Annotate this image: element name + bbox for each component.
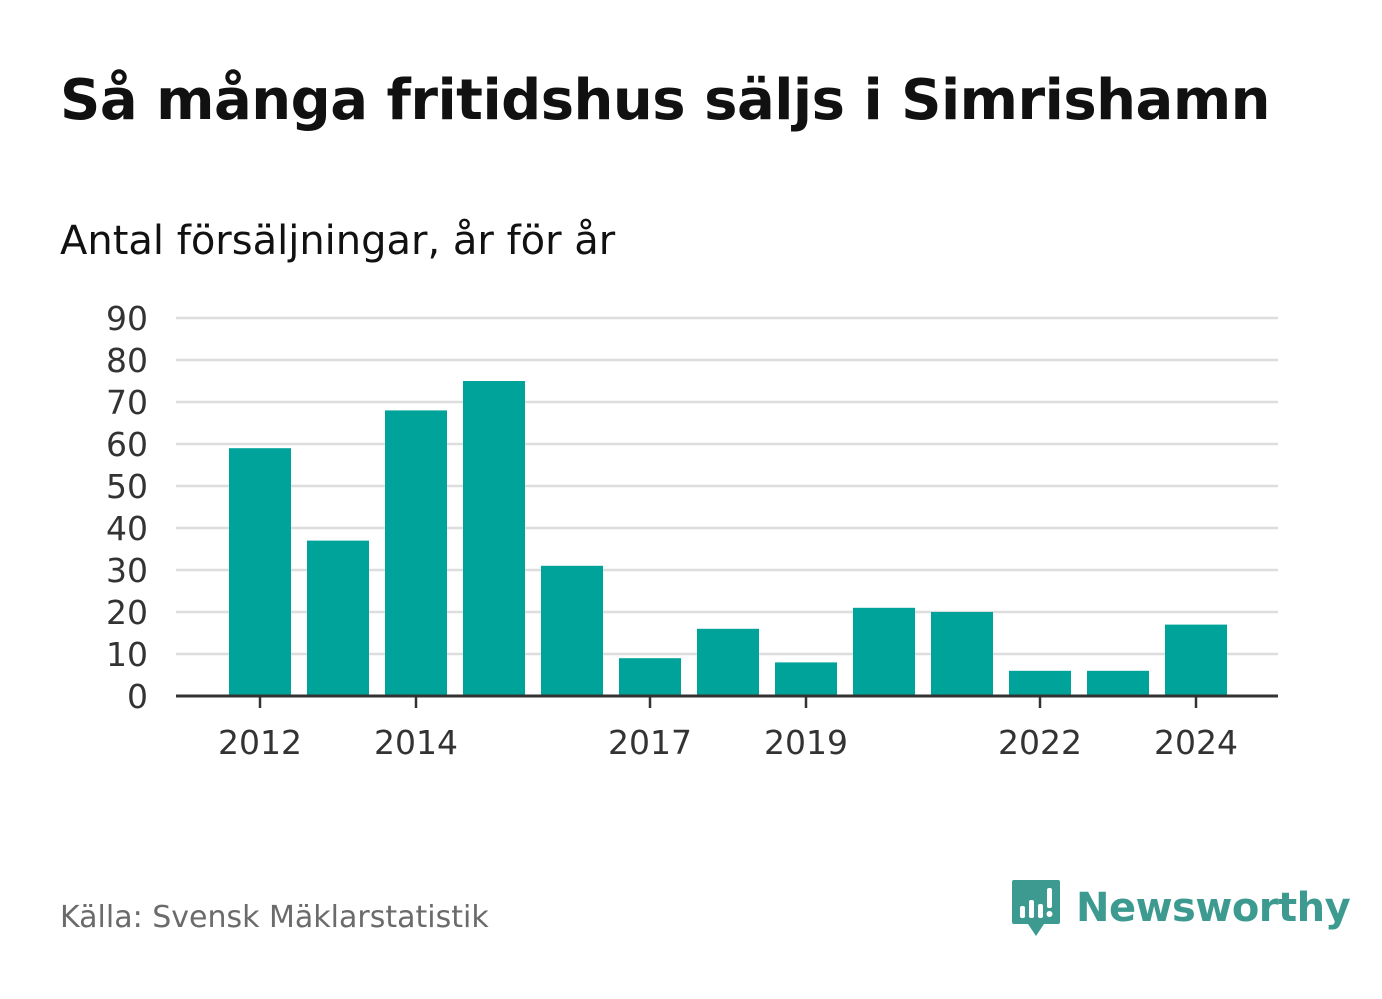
x-tick-label: 2024 <box>1154 723 1238 762</box>
y-tick-label: 90 <box>106 299 148 338</box>
bar-2022 <box>1009 670 1071 696</box>
y-tick-label: 30 <box>106 551 148 590</box>
bar-2024 <box>1165 624 1227 696</box>
bar-2018 <box>697 628 759 696</box>
y-tick-label: 80 <box>106 341 148 380</box>
y-tick-label: 20 <box>106 593 148 632</box>
chart-subtitle: Antal försäljningar, år för år <box>60 218 616 264</box>
bar-2019 <box>775 662 837 696</box>
x-tick-label: 2022 <box>998 723 1082 762</box>
x-tick-label: 2019 <box>764 723 848 762</box>
y-tick-label: 70 <box>106 383 148 422</box>
bar-2012 <box>229 448 291 696</box>
bar-2013 <box>307 540 369 696</box>
brand-name: Newsworthy <box>1076 885 1351 931</box>
source-note: Källa: Svensk Mäklarstatistik <box>60 900 489 935</box>
bar-2014 <box>385 410 447 696</box>
x-tick-label: 2017 <box>608 723 692 762</box>
brand-logo: Newsworthy <box>1010 878 1351 938</box>
bar-2016 <box>541 565 603 696</box>
chart-title: Så många fritidshus säljs i Simrishamn <box>60 68 1271 133</box>
y-tick-label: 40 <box>106 509 148 548</box>
y-tick-label: 0 <box>127 677 148 716</box>
y-tick-label: 60 <box>106 425 148 464</box>
x-tick-label: 2012 <box>218 723 302 762</box>
y-tick-label: 10 <box>106 635 148 674</box>
y-tick-label: 50 <box>106 467 148 506</box>
bar-2021 <box>931 612 993 696</box>
bar-chart-speech-bubble-icon <box>1012 880 1060 936</box>
bar-2020 <box>853 607 915 696</box>
bar-2023 <box>1087 670 1149 696</box>
bar-2017 <box>619 658 681 696</box>
bar-2015 <box>463 381 525 696</box>
x-tick-label: 2014 <box>374 723 458 762</box>
